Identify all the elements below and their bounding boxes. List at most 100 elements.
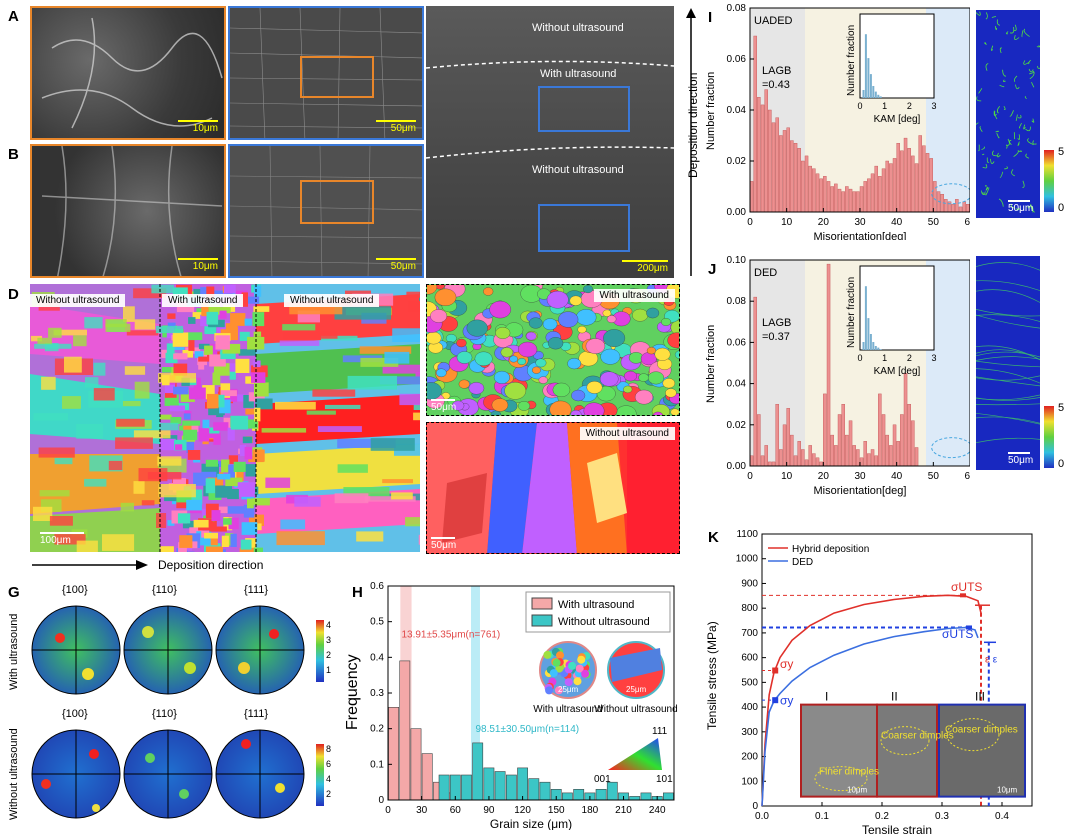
grain: [183, 423, 197, 432]
grain: [213, 422, 229, 431]
grain: [156, 513, 167, 528]
grain: [244, 318, 252, 326]
misorientation-bar: [812, 168, 816, 213]
grain: [188, 317, 196, 324]
kam-boundary: [1013, 24, 1017, 32]
pole-title-111-bottom: {111}: [244, 708, 269, 720]
grain: [239, 547, 255, 552]
grain: [661, 318, 671, 326]
misorientation-bar: [848, 188, 853, 213]
grain: [204, 532, 218, 539]
xtick-label: 10: [781, 471, 793, 482]
ytick-label: 0.08: [727, 3, 747, 14]
grain: [126, 330, 159, 336]
misorientation-bar: [786, 127, 790, 213]
c-label-without-bottom: Without ultrasound: [532, 164, 624, 176]
grain: [134, 319, 156, 330]
misorientation-bar: [834, 445, 838, 467]
grain: [124, 366, 146, 375]
deposition-direction-horizontal: Deposition direction: [158, 558, 264, 572]
grain: [261, 428, 307, 433]
kam-boundary: [996, 19, 1001, 26]
grain: [222, 343, 241, 354]
grain: [37, 337, 52, 345]
grain: [155, 325, 183, 334]
k-ytick-label: 300: [741, 727, 758, 738]
grain: [211, 510, 221, 521]
k-frac-label-ii: II: [891, 690, 898, 704]
grain: [254, 382, 269, 397]
grain: [337, 464, 368, 473]
misorientation-bar: [955, 199, 959, 213]
grain: [289, 304, 343, 315]
kam-boundary: [1014, 34, 1020, 40]
lagb-value: =0.43: [762, 79, 790, 91]
kam-bar: [872, 342, 875, 350]
grain: [191, 420, 199, 432]
kam-xtick-label: 0: [857, 353, 862, 363]
grain: [413, 404, 420, 410]
grain: [219, 307, 231, 314]
k-frac-outline: [946, 718, 1000, 752]
grain: [254, 407, 261, 422]
ytick-label: 0.02: [727, 156, 747, 167]
kam-scale-i: 50μm: [1008, 200, 1033, 214]
lagb-label: LAGB: [762, 65, 791, 77]
ebsd-map-f: Without ultrasound 50μm: [426, 422, 680, 554]
grain: [173, 363, 188, 376]
grain: [133, 430, 171, 439]
misorientation-bar: [845, 434, 849, 467]
grain: [546, 290, 569, 309]
grain: [224, 363, 241, 372]
grain: [38, 447, 75, 458]
grain: [458, 379, 470, 389]
kam-boundary: [1006, 138, 1010, 146]
grain: [157, 422, 179, 431]
k-xtick-label: 0.0: [755, 811, 769, 822]
misorientation-bar: [845, 186, 849, 213]
grain: [161, 349, 169, 359]
misorientation-bar: [841, 191, 845, 213]
kam-boundary: [976, 412, 1040, 425]
h-legend-swatch-with: [531, 597, 553, 610]
pole-figure-100-bottom: [31, 729, 121, 819]
misorientation-bar: [768, 109, 772, 213]
h-ytick-label: 0.3: [370, 688, 384, 699]
xtick-label: 0: [747, 217, 753, 228]
zoom-box-c-top: [538, 86, 630, 132]
grain: [164, 378, 176, 394]
grain: [202, 304, 220, 315]
grain: [34, 343, 72, 349]
kam-boundary: [976, 356, 1040, 361]
grain: [205, 478, 215, 494]
h-bar-without: [438, 774, 450, 801]
h-bar-without: [640, 792, 652, 801]
kam-boundary: [999, 47, 1002, 54]
chart-j: J0.000.020.040.060.080.100102030405060Mi…: [705, 255, 970, 497]
grain: [164, 495, 182, 502]
grain: [198, 428, 210, 442]
grain: [606, 315, 617, 323]
k-xtick-label: 0.2: [875, 811, 889, 822]
kam-boundary: [999, 171, 1004, 178]
kam-boundary: [1002, 69, 1007, 77]
panel-label-k: K: [708, 529, 719, 546]
kam-bar: [879, 96, 882, 98]
grain: [245, 376, 255, 384]
ytick-label: 0.04: [727, 105, 747, 116]
grain: [167, 520, 175, 526]
grain: [230, 533, 237, 547]
kam-boundary: [976, 280, 1040, 291]
kam-boundary: [985, 187, 990, 196]
grain: [600, 348, 621, 365]
misorientation-bar: [874, 165, 878, 213]
kam-boundary: [986, 157, 990, 163]
k-xlabel: Tensile strain: [862, 823, 932, 834]
misorientation-bar: [826, 181, 831, 213]
kam-bar: [867, 58, 870, 98]
h-bar-without: [595, 789, 607, 801]
misorientation-bar: [782, 424, 787, 467]
ytick-label: 0.06: [727, 54, 747, 65]
grain: [202, 419, 210, 434]
